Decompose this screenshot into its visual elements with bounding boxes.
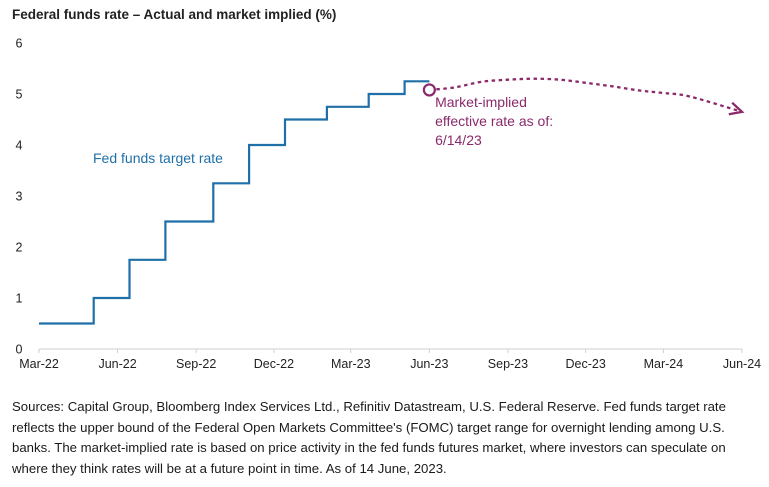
x-tick-label: Sep-22 bbox=[176, 357, 216, 371]
annotation-line: 6/14/23 bbox=[435, 132, 482, 148]
y-tick-label: 1 bbox=[16, 292, 23, 306]
x-tick-label: Dec-23 bbox=[566, 357, 606, 371]
x-tick-label: Dec-22 bbox=[254, 357, 294, 371]
y-tick-label: 2 bbox=[16, 241, 23, 255]
annotation-market-implied-rate: Market-implied effective rate as of: 6/14/… bbox=[435, 94, 553, 148]
x-tick-label: Sep-23 bbox=[488, 357, 528, 371]
x-tick-label: Jun-24 bbox=[723, 357, 761, 371]
x-tick-label: Jun-22 bbox=[98, 357, 136, 371]
annotation-layer: Fed funds target rate Market-implied effec… bbox=[93, 94, 553, 166]
y-tick-label: 6 bbox=[16, 37, 23, 51]
annotation-fed-funds-target-rate: Fed funds target rate bbox=[93, 150, 223, 166]
x-tick-label: Mar-23 bbox=[331, 357, 371, 371]
series-layer bbox=[39, 77, 745, 325]
annotation-line: effective rate as of: bbox=[435, 113, 553, 129]
implied-arrowhead bbox=[728, 101, 745, 116]
x-tick-label: Mar-24 bbox=[644, 357, 684, 371]
implied-start-marker bbox=[422, 83, 436, 97]
series-line-fed-funds-target-rate bbox=[39, 80, 430, 325]
y-tick-label: 5 bbox=[16, 88, 23, 102]
federal-funds-rate-chart: 0 1 2 3 4 5 6 Mar-22 Jun-22 Sep-22 Dec-22 Mar-23 Ju… bbox=[16, 37, 762, 372]
y-axis-ticks: 0 1 2 3 4 5 6 bbox=[16, 37, 23, 357]
y-tick-label: 4 bbox=[16, 139, 23, 153]
y-tick-label: 3 bbox=[16, 190, 23, 204]
source-note: Sources: Capital Group, Bloomberg Index … bbox=[12, 399, 726, 476]
chart-title: Federal funds rate – Actual and market i… bbox=[12, 7, 337, 22]
x-tick-label: Mar-22 bbox=[19, 357, 59, 371]
annotation-line: Fed funds target rate bbox=[93, 150, 223, 166]
annotation-line: Market-implied bbox=[435, 94, 527, 110]
series-line-market-implied-rate bbox=[429, 77, 743, 113]
y-tick-label: 0 bbox=[16, 343, 23, 357]
x-tick-label: Jun-23 bbox=[410, 357, 448, 371]
x-axis-ticks: Mar-22 Jun-22 Sep-22 Dec-22 Mar-23 Jun-23 Sep-… bbox=[19, 349, 761, 371]
